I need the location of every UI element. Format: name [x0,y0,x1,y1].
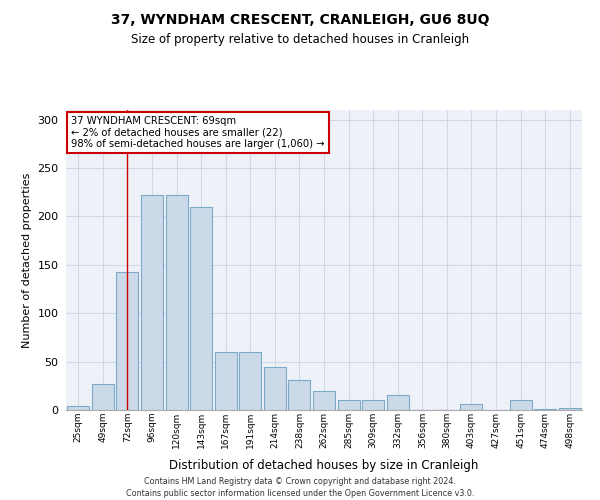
Bar [362,400,384,410]
Bar [386,394,409,410]
Bar [460,404,482,410]
Bar [264,368,286,410]
Bar [116,272,139,410]
Text: Size of property relative to detached houses in Cranleigh: Size of property relative to detached ho… [131,32,469,46]
Bar [141,195,163,410]
Bar [92,384,114,410]
Text: 37 WYNDHAM CRESCENT: 69sqm
← 2% of detached houses are smaller (22)
98% of semi-: 37 WYNDHAM CRESCENT: 69sqm ← 2% of detac… [71,116,325,149]
Bar [289,380,310,410]
Bar [239,352,262,410]
Bar [166,195,188,410]
Y-axis label: Number of detached properties: Number of detached properties [22,172,32,348]
Bar [534,409,556,410]
Bar [67,406,89,410]
Text: Contains public sector information licensed under the Open Government Licence v3: Contains public sector information licen… [126,489,474,498]
X-axis label: Distribution of detached houses by size in Cranleigh: Distribution of detached houses by size … [169,459,479,472]
Text: 37, WYNDHAM CRESCENT, CRANLEIGH, GU6 8UQ: 37, WYNDHAM CRESCENT, CRANLEIGH, GU6 8UQ [111,12,489,26]
Text: Contains HM Land Registry data © Crown copyright and database right 2024.: Contains HM Land Registry data © Crown c… [144,478,456,486]
Bar [338,400,359,410]
Bar [215,352,237,410]
Bar [313,390,335,410]
Bar [509,400,532,410]
Bar [559,408,581,410]
Bar [190,207,212,410]
